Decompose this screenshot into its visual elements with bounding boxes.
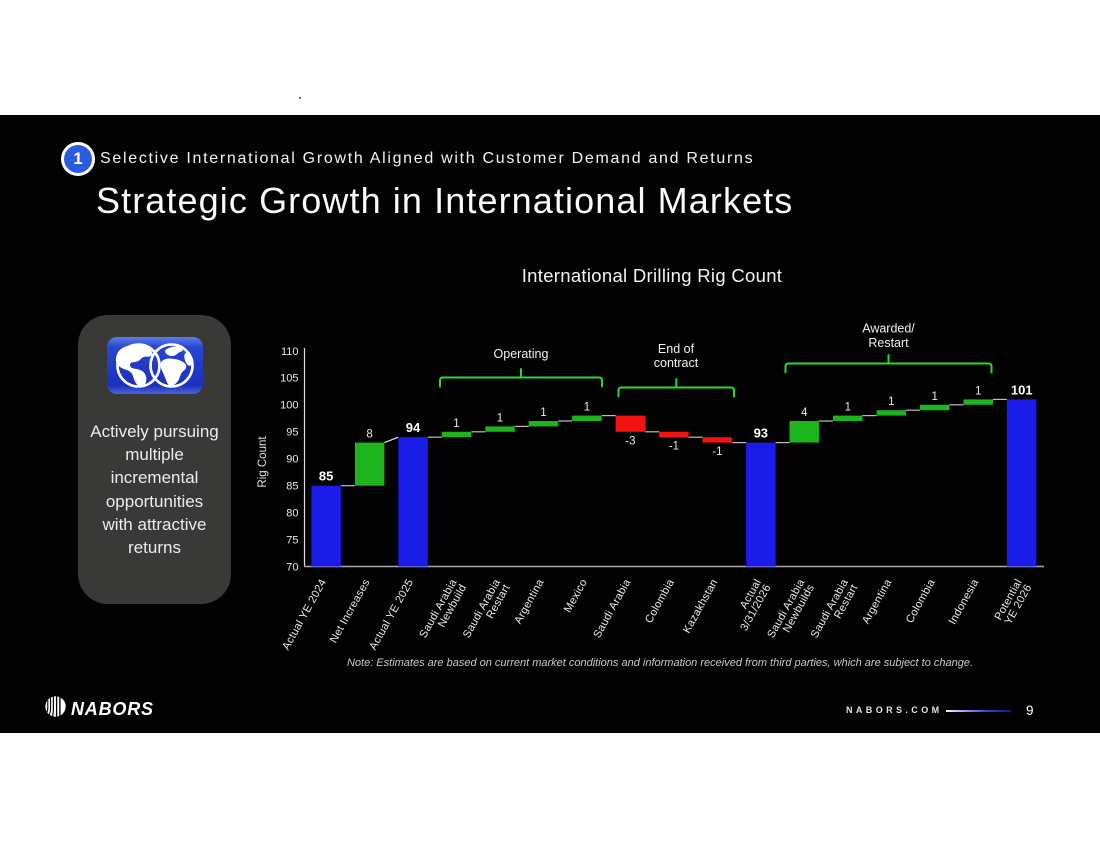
svg-text:94: 94 <box>406 420 421 435</box>
svg-text:101: 101 <box>1011 382 1033 397</box>
svg-text:Colombia: Colombia <box>904 577 938 626</box>
svg-text:Argentina: Argentina <box>512 577 547 627</box>
svg-text:1: 1 <box>584 402 590 414</box>
svg-text:Net Increases: Net Increases <box>328 577 373 645</box>
svg-text:Actual YE 2024: Actual YE 2024 <box>280 577 329 652</box>
svg-text:Mexico: Mexico <box>562 577 590 615</box>
svg-text:Actual YE 2025: Actual YE 2025 <box>367 577 416 652</box>
svg-text:-1: -1 <box>669 441 679 453</box>
svg-text:-1: -1 <box>712 446 722 458</box>
svg-text:Operating: Operating <box>494 347 549 361</box>
svg-text:Colombia: Colombia <box>643 577 677 626</box>
svg-text:1: 1 <box>931 391 937 403</box>
svg-text:Rig Count: Rig Count <box>257 436 269 488</box>
svg-text:Awarded/: Awarded/ <box>862 322 915 336</box>
svg-text:-3: -3 <box>625 435 635 447</box>
svg-text:1: 1 <box>453 418 459 430</box>
svg-text:Actual3/31/2026: Actual3/31/2026 <box>729 577 774 633</box>
svg-text:95: 95 <box>286 427 298 439</box>
svg-text:PotentialYE 2026: PotentialYE 2026 <box>992 577 1034 628</box>
svg-text:contract: contract <box>654 356 699 370</box>
svg-text:Indonesia: Indonesia <box>947 577 982 627</box>
svg-text:105: 105 <box>280 373 298 385</box>
svg-text:90: 90 <box>286 454 298 466</box>
svg-text:85: 85 <box>319 469 333 484</box>
svg-text:93: 93 <box>754 426 768 441</box>
svg-text:Restart: Restart <box>868 336 909 350</box>
svg-text:110: 110 <box>281 346 299 358</box>
svg-text:1: 1 <box>497 412 503 424</box>
svg-text:1: 1 <box>975 385 981 397</box>
svg-text:Kazakhstan: Kazakhstan <box>681 577 721 635</box>
svg-text:8: 8 <box>366 429 372 441</box>
svg-text:4: 4 <box>801 407 808 419</box>
svg-text:80: 80 <box>286 507 298 519</box>
svg-text:1: 1 <box>845 402 851 414</box>
svg-text:Saudi ArabiaRestart: Saudi ArabiaRestart <box>809 577 861 646</box>
svg-text:85: 85 <box>286 481 298 493</box>
svg-text:1: 1 <box>540 407 546 419</box>
svg-text:70: 70 <box>286 561 298 573</box>
svg-text:End of: End of <box>658 342 695 356</box>
svg-text:75: 75 <box>286 534 298 546</box>
svg-text:Argentina: Argentina <box>860 577 895 627</box>
svg-text:Saudi Arabia: Saudi Arabia <box>591 577 633 641</box>
svg-text:Saudi ArabiaRestart: Saudi ArabiaRestart <box>461 577 513 646</box>
svg-text:100: 100 <box>280 400 298 412</box>
svg-text:1: 1 <box>888 396 894 408</box>
